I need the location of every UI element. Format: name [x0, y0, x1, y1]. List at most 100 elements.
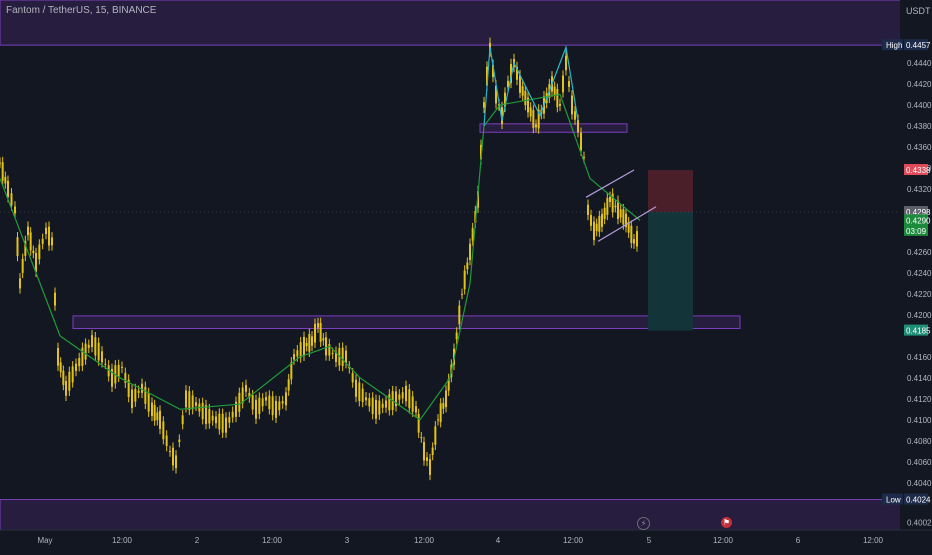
candle-body [587, 204, 589, 216]
candle-body [62, 370, 65, 385]
candle-body [630, 225, 633, 244]
candle-body [296, 350, 299, 357]
double-top-pattern-line [483, 44, 579, 126]
price-tag [904, 206, 928, 217]
candle-body [59, 362, 62, 373]
candle-body [431, 447, 434, 455]
candle-body [271, 396, 274, 416]
candle-body [251, 395, 254, 410]
candle-body [445, 390, 447, 408]
candle-body [97, 342, 100, 361]
y-tick-label: 0.4400 [907, 101, 932, 110]
candle-body [290, 362, 293, 380]
candle-body [583, 156, 585, 158]
candle-body [553, 86, 556, 96]
price-tag-label-bg [882, 493, 903, 505]
lightning-icon[interactable]: ⚡ [637, 517, 650, 530]
candle-body [172, 447, 174, 466]
candle-body [611, 193, 614, 213]
price-tag-value: 0.4457 [906, 41, 931, 50]
candle-body [434, 426, 437, 445]
y-tick-label: 0.4040 [907, 479, 932, 488]
middle-support-zone [72, 315, 741, 329]
neckline-zone [479, 123, 628, 133]
x-tick-label: 5 [647, 536, 652, 545]
candle-body [381, 403, 384, 408]
price-tag-label-bg [882, 39, 903, 51]
candle-body [415, 406, 417, 413]
candle-body [601, 213, 603, 227]
candle-body [429, 459, 431, 475]
candle-body [577, 119, 579, 133]
candle-body [7, 180, 9, 198]
price-tag [904, 39, 928, 51]
candle-body [305, 342, 308, 347]
candle-body [603, 207, 606, 219]
candle-body [117, 364, 120, 377]
top-resistance-zone [0, 0, 932, 46]
candle-body [285, 392, 287, 406]
y-tick-label: 0.4440 [907, 59, 932, 68]
candle-body [345, 350, 347, 364]
candle-body [317, 323, 319, 328]
flag-icon[interactable]: ⚑ [721, 517, 732, 528]
candle-body [461, 293, 463, 295]
x-tick-label: 2 [195, 536, 200, 545]
y-tick-label: 0.4160 [907, 353, 932, 362]
candle-body [238, 392, 241, 412]
candle-body [521, 86, 524, 96]
candle-body [622, 209, 625, 225]
candle-body [442, 402, 445, 409]
candle-body [188, 391, 191, 410]
y-tick-label: 0.4120 [907, 395, 932, 404]
candle-body [191, 395, 194, 410]
candle-body [483, 102, 485, 108]
candle-body [225, 417, 227, 433]
candle-body [358, 382, 361, 402]
candle-body [311, 336, 313, 346]
candle-body [153, 405, 156, 421]
candle-body [144, 386, 147, 404]
candle-body [510, 64, 512, 83]
candle-body [455, 332, 458, 340]
candle-body [463, 270, 466, 290]
price-tag-value: 0.4298 [906, 208, 931, 217]
candle-body [471, 228, 474, 241]
candle-body [51, 237, 53, 246]
candle-body [54, 292, 56, 306]
candle-body [469, 243, 471, 261]
candle-body [14, 206, 16, 214]
price-tag [904, 224, 928, 236]
candle-body [32, 250, 35, 253]
candle-body [169, 451, 171, 453]
candle-body [627, 222, 630, 233]
candle-body [351, 373, 354, 383]
candle-body [121, 366, 123, 368]
candle-body [75, 363, 77, 371]
candle-body [625, 213, 627, 228]
candle-body [159, 410, 161, 429]
candle-body [361, 388, 364, 402]
y-tick-label: 0.4320 [907, 185, 932, 194]
candle-body [398, 394, 401, 400]
candle-body [181, 415, 184, 425]
y-tick-label: 0.4060 [907, 458, 932, 467]
moving-average-line [0, 93, 641, 421]
channel-line-1 [585, 169, 635, 198]
candle-body [84, 343, 87, 360]
candle-body [395, 391, 397, 407]
candle-body [131, 389, 133, 409]
candle-body [492, 64, 494, 77]
candle-body [447, 378, 450, 391]
candle-body [590, 214, 592, 226]
candle-body [504, 92, 506, 107]
candle-body [87, 344, 90, 348]
candle-body [466, 262, 469, 270]
price-tag [904, 324, 928, 336]
x-tick-label: 12:00 [112, 536, 133, 545]
channel-line-2 [597, 206, 657, 242]
candle-body [235, 401, 237, 417]
candle-body [423, 442, 425, 461]
